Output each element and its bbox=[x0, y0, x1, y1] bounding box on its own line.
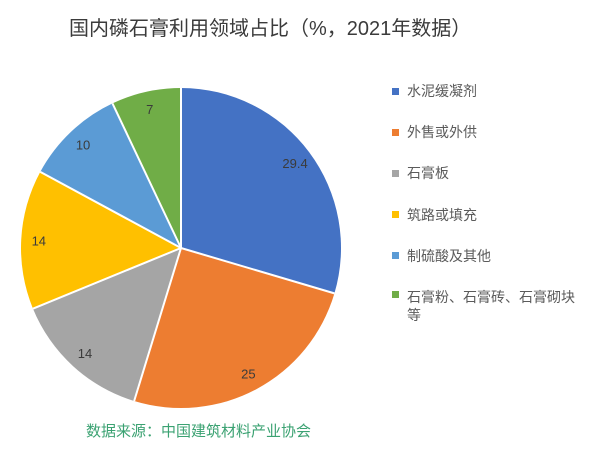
svg-text:25: 25 bbox=[241, 366, 255, 381]
svg-text:14: 14 bbox=[32, 233, 46, 248]
svg-text:29.4: 29.4 bbox=[282, 156, 307, 171]
svg-text:7: 7 bbox=[146, 102, 153, 117]
svg-text:14: 14 bbox=[78, 346, 92, 361]
svg-text:10: 10 bbox=[76, 138, 90, 153]
